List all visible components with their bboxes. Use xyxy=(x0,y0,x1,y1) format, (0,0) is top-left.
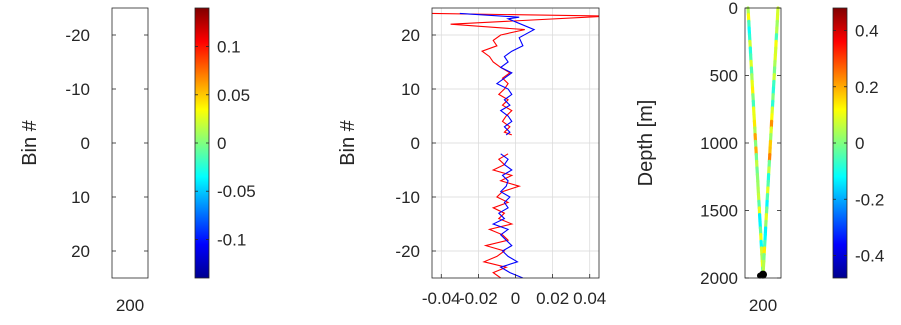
colorbar-heatmap-label: -0.1 xyxy=(217,230,246,249)
heatmap-ytick-label: 20 xyxy=(71,242,90,261)
colorbar-depth-label: 0.2 xyxy=(855,78,879,97)
colorbar-heatmap-label: -0.05 xyxy=(217,182,256,201)
depth-ytick-label: 1000 xyxy=(700,134,738,153)
heatmap-ylabel: Bin # xyxy=(19,119,41,165)
depth-ytick-label: 500 xyxy=(710,67,738,86)
colorbar-depth-label: 0.4 xyxy=(855,22,879,41)
heatmap-xtick-label: 200 xyxy=(116,296,144,315)
colorbar-depth-label: 0 xyxy=(855,134,864,153)
depth-beams xyxy=(746,6,780,279)
profile-ytick-label: -20 xyxy=(395,242,420,261)
depth-ytick-label: 2000 xyxy=(700,269,738,288)
depth-xtick-label: 200 xyxy=(749,296,777,315)
profile-grid xyxy=(432,8,599,278)
colorbar-depth-label: -0.2 xyxy=(855,190,884,209)
profile-ytick-label: -10 xyxy=(395,188,420,207)
colorbar-heatmap-label: 0.1 xyxy=(217,38,241,57)
depth-ytick-label: 0 xyxy=(729,0,738,18)
profile-xtick-label: 0 xyxy=(511,289,520,308)
panel-heatmap: -20 -10 0 10 20 200 Bin # xyxy=(19,7,149,315)
profile-series-line-1 xyxy=(459,12,536,278)
panel-depth: 0 500 1000 1500 2000 200 Depth [m] xyxy=(635,0,782,315)
colorbar-heatmap-label: 0.05 xyxy=(217,86,250,105)
profile-ytick-label: 0 xyxy=(411,134,420,153)
heatmap-ytick-label: -10 xyxy=(65,80,90,99)
profile-lines xyxy=(432,12,599,278)
profile-ticks: 20 10 0 -10 -20 -0.04-0.02 0 0.02 0.04 xyxy=(395,26,606,308)
heatmap-ticks: -20 -10 0 10 20 200 xyxy=(65,26,148,315)
profile-xtick-label: 0.02 xyxy=(536,289,569,308)
profile-ylabel: Bin # xyxy=(337,119,359,165)
profile-ytick-label: 20 xyxy=(401,26,420,45)
panel-profile: 20 10 0 -10 -20 -0.04-0.02 0 0.02 0.04 Bin # xyxy=(337,7,606,308)
colorbar-depth-ticks: 0.4 0.2 0 -0.2 -0.4 xyxy=(833,22,884,266)
heatmap-axes-box xyxy=(111,7,149,279)
profile-series-line-0 xyxy=(432,12,599,278)
profile-ytick-label: 10 xyxy=(401,80,420,99)
colorbar-heatmap-ticks: 0.1 0.05 0 -0.05 -0.1 xyxy=(195,38,256,249)
depth-ylabel: Depth [m] xyxy=(635,100,657,187)
heatmap-ytick-label: 0 xyxy=(81,134,90,153)
heatmap-ytick-label: -20 xyxy=(65,26,90,45)
colorbar-depth-label: -0.4 xyxy=(855,247,884,266)
heatmap-ytick-label: 10 xyxy=(71,188,90,207)
colorbar-heatmap-label: 0 xyxy=(217,134,226,153)
profile-xtick-label: 0.04 xyxy=(573,289,606,308)
colorbar-depth: 0.4 0.2 0 -0.2 -0.4 xyxy=(832,7,884,279)
profile-xtick-label: -0.04 xyxy=(422,289,461,308)
colorbar-heatmap: 0.1 0.05 0 -0.05 -0.1 xyxy=(194,7,256,279)
depth-ticks: 0 500 1000 1500 2000 200 xyxy=(700,0,781,315)
depth-bottom-marker xyxy=(757,272,763,279)
profile-xtick-label: -0.02 xyxy=(459,289,498,308)
depth-ytick-label: 1500 xyxy=(700,202,738,221)
